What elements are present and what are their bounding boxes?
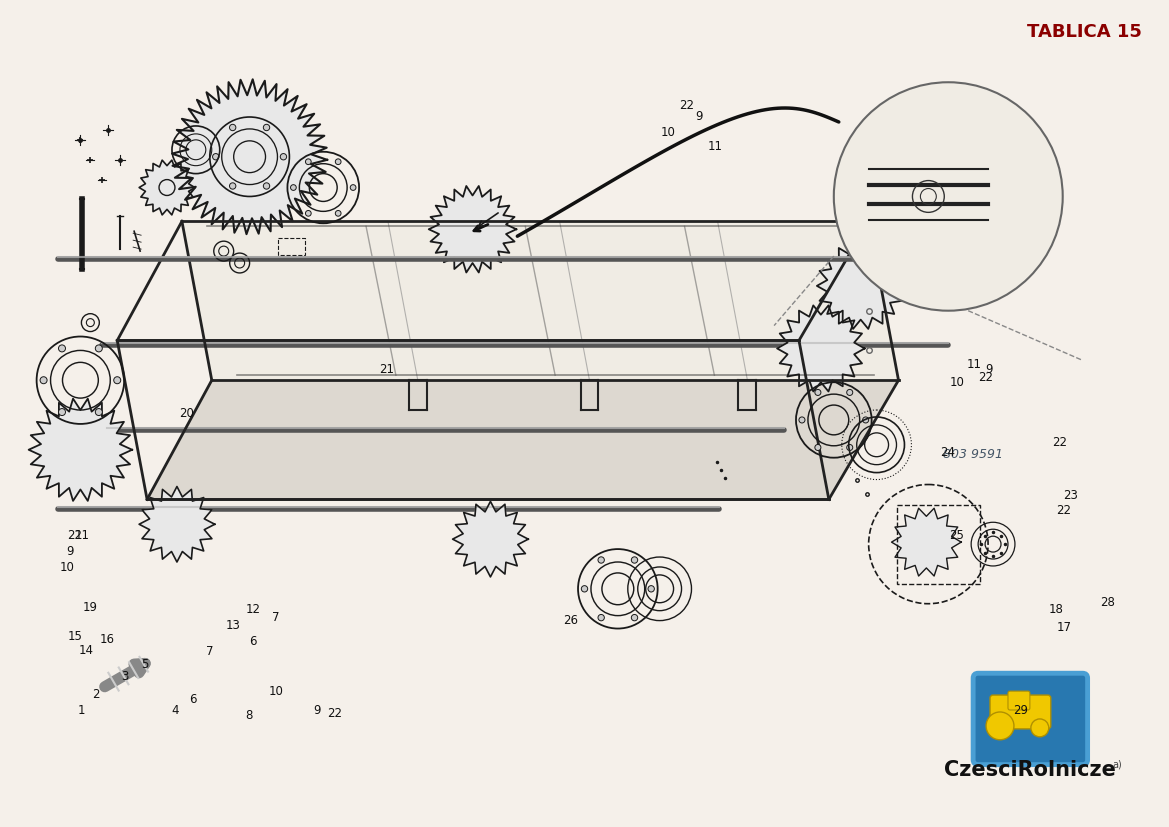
FancyBboxPatch shape [990, 696, 1051, 729]
Circle shape [291, 184, 296, 190]
Text: 20: 20 [179, 407, 194, 420]
Text: 24: 24 [940, 447, 955, 460]
Text: 16: 16 [101, 633, 115, 646]
Polygon shape [182, 222, 899, 380]
Text: 21: 21 [379, 363, 394, 375]
Text: 22: 22 [68, 528, 82, 542]
Text: 6: 6 [188, 693, 196, 706]
Circle shape [833, 82, 1063, 311]
Text: 5: 5 [141, 658, 148, 672]
Polygon shape [817, 243, 905, 329]
Polygon shape [139, 160, 195, 215]
Text: 22: 22 [1057, 504, 1071, 517]
Text: 7: 7 [272, 610, 279, 624]
Polygon shape [29, 399, 132, 501]
Circle shape [113, 377, 120, 384]
Text: 4: 4 [171, 705, 179, 717]
Circle shape [305, 211, 311, 216]
Circle shape [1031, 719, 1049, 737]
Circle shape [96, 345, 103, 352]
Text: 22: 22 [679, 99, 694, 112]
Circle shape [815, 390, 821, 395]
Circle shape [40, 377, 47, 384]
Circle shape [599, 557, 604, 563]
Text: 19: 19 [83, 601, 97, 614]
Circle shape [263, 124, 270, 131]
Circle shape [351, 184, 357, 190]
Text: a): a) [1113, 759, 1122, 770]
Text: 26: 26 [563, 614, 577, 627]
Text: 12: 12 [245, 603, 261, 615]
Circle shape [305, 159, 311, 165]
Polygon shape [452, 501, 528, 577]
Text: 11: 11 [75, 528, 89, 542]
Text: 28: 28 [1100, 596, 1115, 609]
Text: 8: 8 [245, 710, 254, 722]
Text: 17: 17 [1057, 620, 1071, 633]
Polygon shape [139, 486, 215, 562]
Text: 14: 14 [79, 643, 94, 657]
Text: 25: 25 [949, 528, 964, 542]
Polygon shape [777, 305, 865, 391]
Circle shape [798, 417, 805, 423]
Text: 15: 15 [68, 630, 82, 643]
Text: 10: 10 [949, 375, 964, 389]
Text: 7: 7 [206, 645, 214, 658]
Text: 11: 11 [967, 358, 982, 370]
Circle shape [631, 557, 638, 563]
Circle shape [863, 417, 869, 423]
Text: 22: 22 [1052, 436, 1066, 449]
Text: CzesciRolnicze: CzesciRolnicze [943, 759, 1116, 780]
Text: 23: 23 [1064, 489, 1078, 502]
Polygon shape [172, 79, 327, 234]
Polygon shape [892, 509, 961, 576]
Circle shape [336, 211, 341, 216]
Text: 11: 11 [707, 140, 722, 153]
Circle shape [336, 159, 341, 165]
Text: 22: 22 [327, 707, 341, 719]
FancyBboxPatch shape [1008, 691, 1030, 710]
Text: 29: 29 [1014, 705, 1029, 717]
Text: 2: 2 [92, 688, 99, 701]
Circle shape [599, 614, 604, 621]
Circle shape [846, 390, 852, 395]
Circle shape [846, 444, 852, 451]
Text: 9: 9 [67, 545, 74, 558]
Circle shape [631, 614, 638, 621]
Text: 803 9591: 803 9591 [943, 448, 1003, 461]
Circle shape [229, 124, 236, 131]
Text: 9: 9 [313, 705, 320, 717]
Polygon shape [429, 186, 517, 273]
FancyBboxPatch shape [973, 673, 1087, 765]
Circle shape [229, 183, 236, 189]
Polygon shape [948, 167, 1004, 222]
Polygon shape [147, 380, 899, 500]
Text: 9: 9 [694, 110, 703, 122]
Text: 10: 10 [60, 562, 74, 575]
Text: 10: 10 [269, 685, 284, 698]
Text: 9: 9 [985, 363, 994, 375]
Text: 18: 18 [1049, 603, 1063, 615]
Circle shape [581, 586, 588, 592]
Text: 13: 13 [226, 619, 241, 632]
Text: 6: 6 [249, 635, 257, 648]
Text: 3: 3 [122, 670, 129, 683]
Circle shape [281, 154, 286, 160]
Text: 10: 10 [660, 126, 676, 139]
Text: 22: 22 [978, 370, 994, 384]
Circle shape [263, 183, 270, 189]
Text: 1: 1 [78, 705, 85, 717]
Circle shape [648, 586, 655, 592]
Circle shape [987, 712, 1014, 740]
Circle shape [815, 444, 821, 451]
Circle shape [58, 345, 65, 352]
Text: TABLICA 15: TABLICA 15 [1028, 22, 1142, 41]
Circle shape [96, 409, 103, 415]
Circle shape [58, 409, 65, 415]
Circle shape [213, 154, 219, 160]
